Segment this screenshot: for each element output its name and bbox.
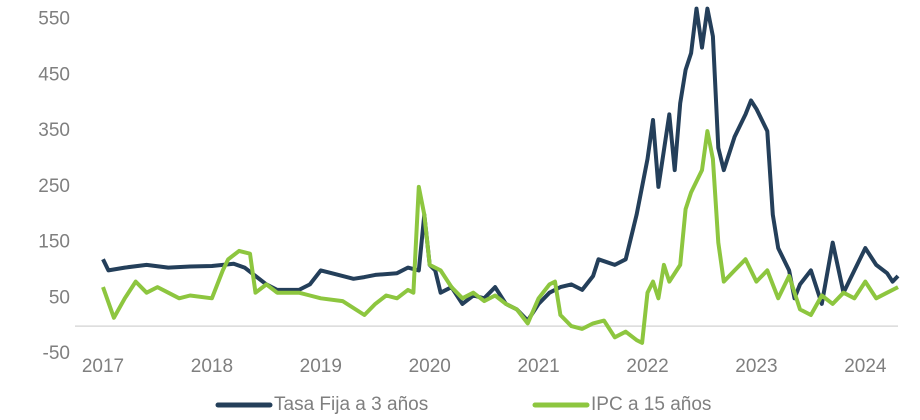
x-tick-label: 2018: [191, 356, 233, 377]
legend-label: IPC a 15 años: [591, 394, 711, 415]
y-tick-label: 250: [38, 176, 70, 197]
y-tick-label: 50: [49, 287, 70, 308]
x-tick-label: 2020: [409, 356, 451, 377]
x-tick-label: 2023: [735, 356, 777, 377]
legend-label: Tasa Fija a 3 años: [274, 394, 428, 415]
series-line: [101, 129, 899, 345]
x-tick-label: 2022: [626, 356, 668, 377]
x-tick-label: 2019: [300, 356, 342, 377]
x-tick-label: 2024: [844, 356, 887, 377]
y-tick-label: 350: [38, 120, 70, 141]
y-tick-label: -50: [43, 343, 70, 364]
y-tick-label: 550: [38, 9, 70, 30]
y-tick-label: 450: [38, 64, 70, 85]
x-tick-label: 2017: [82, 356, 124, 377]
series-line: [101, 6, 900, 323]
y-tick-label: 150: [38, 232, 70, 253]
x-tick-label: 2021: [517, 356, 559, 377]
